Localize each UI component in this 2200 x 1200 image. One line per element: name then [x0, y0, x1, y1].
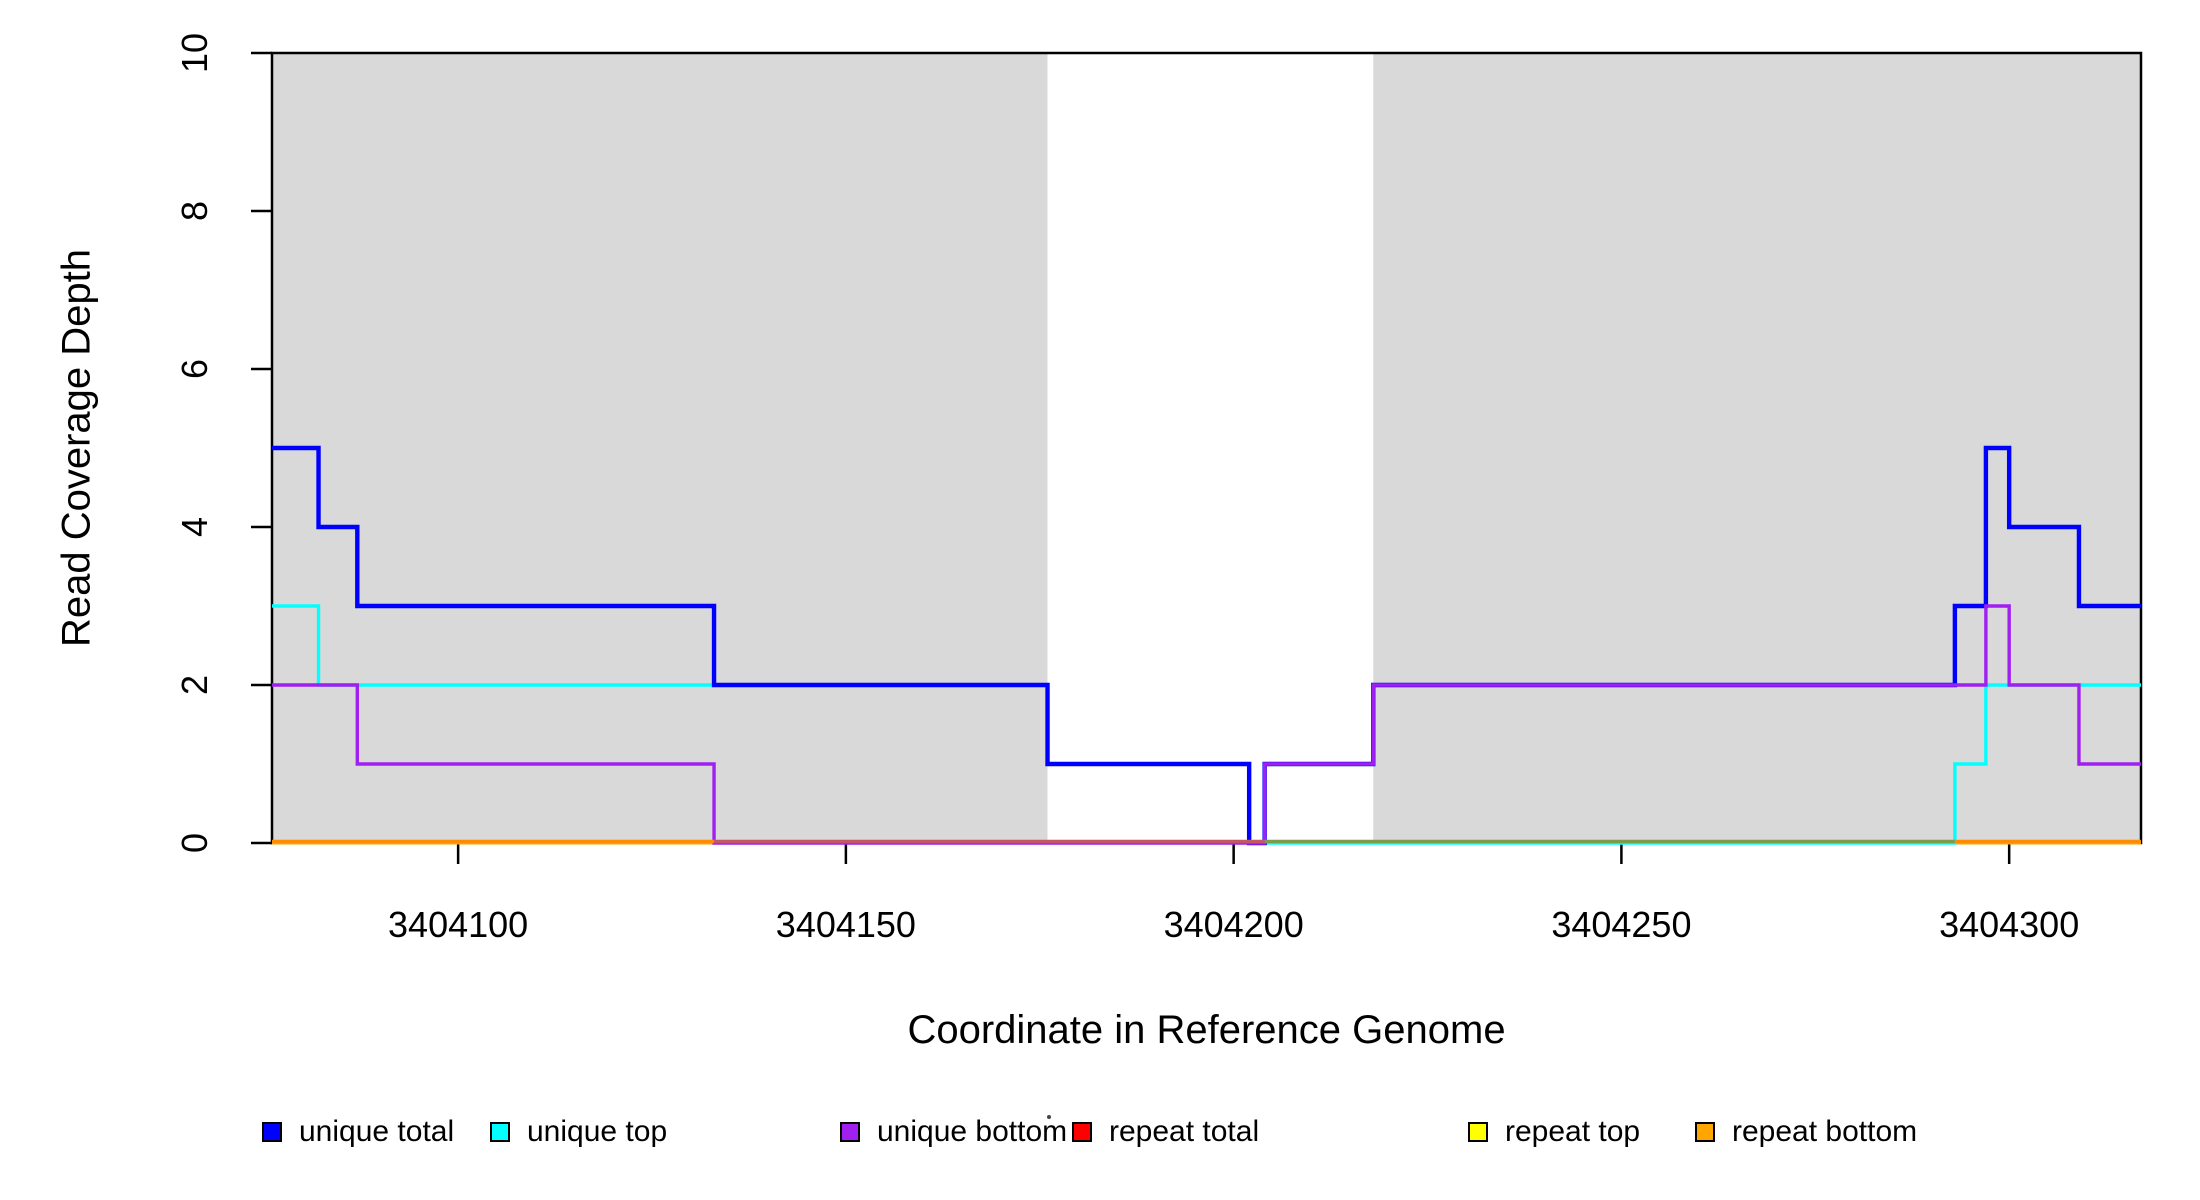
x-tick-label: 3404150 [776, 904, 916, 945]
y-tick-label: 0 [174, 833, 215, 853]
legend-swatch-repeat-total [1072, 1122, 1092, 1142]
legend-item-repeat-total: repeat total [1072, 1112, 1259, 1152]
legend-item-unique-bottom: unique bottom [840, 1112, 1067, 1152]
y-tick-label: 6 [174, 359, 215, 379]
y-tick-label: 4 [174, 517, 215, 537]
y-axis-title: Read Coverage Depth [54, 248, 99, 648]
y-tick-label: 8 [174, 201, 215, 221]
x-axis-title: Coordinate in Reference Genome [907, 1008, 1506, 1052]
legend-item-repeat-bottom: repeat bottom [1695, 1112, 1917, 1152]
legend-label: repeat top [1505, 1115, 1641, 1148]
shaded-region [1373, 53, 2141, 843]
legend-swatch-repeat-bottom [1695, 1122, 1715, 1142]
legend-label: unique total [299, 1115, 455, 1148]
legend-label: unique top [527, 1115, 668, 1148]
series-unique-bottom [272, 604, 2141, 845]
legend-swatch-unique-total [262, 1122, 282, 1142]
stray-dot [1047, 1115, 1051, 1119]
x-tick-label: 3404200 [1164, 904, 1304, 945]
y-tick-label: 10 [174, 33, 215, 73]
x-tick-label: 3404250 [1551, 904, 1691, 945]
legend-label: unique bottom [877, 1115, 1068, 1148]
legend-swatch-unique-top [490, 1122, 510, 1142]
x-tick-label: 3404100 [388, 904, 528, 945]
legend-item-unique-top: unique top [490, 1112, 667, 1152]
y-tick-label: 2 [174, 675, 215, 695]
shaded-region [272, 53, 1048, 843]
legend-label: repeat bottom [1732, 1115, 1918, 1148]
legend-swatch-repeat-top [1468, 1122, 1488, 1142]
legend-item-repeat-top: repeat top [1468, 1112, 1640, 1152]
x-tick-label: 3404300 [1939, 904, 2079, 945]
legend-item-unique-total: unique total [262, 1112, 454, 1152]
legend-swatch-unique-bottom [840, 1122, 860, 1142]
legend-label: repeat total [1109, 1115, 1260, 1148]
